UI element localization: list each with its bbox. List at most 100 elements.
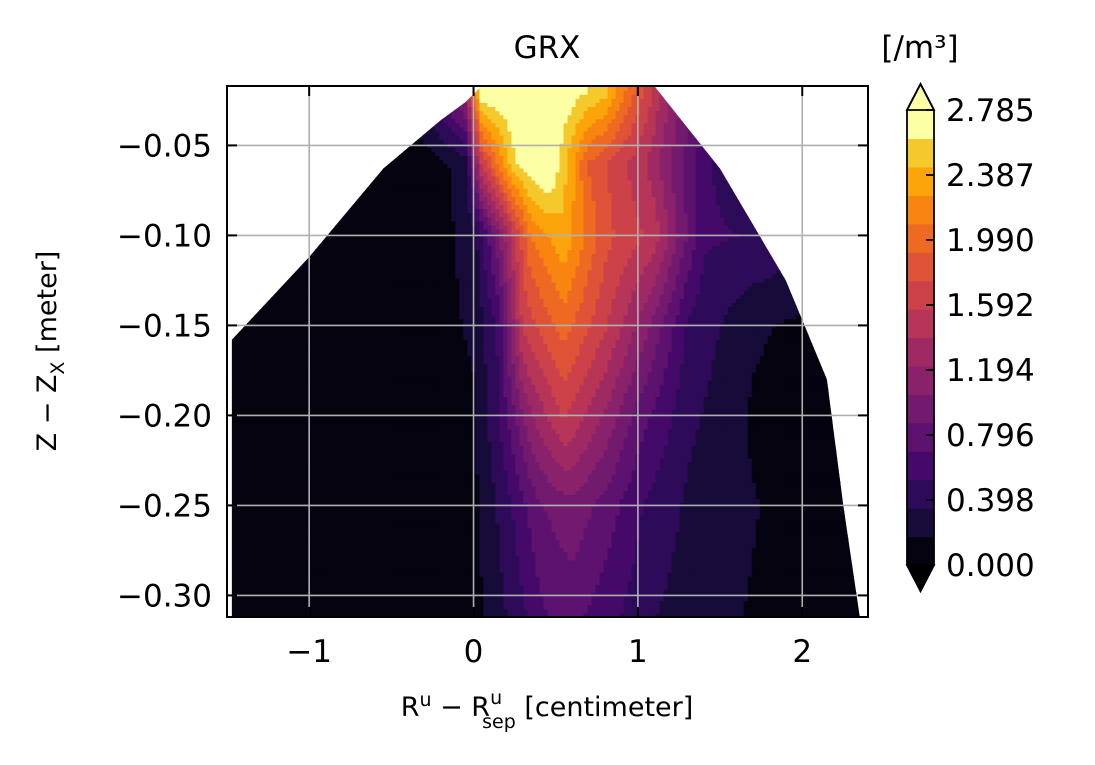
field-cell <box>371 151 376 157</box>
field-cell <box>371 441 376 447</box>
field-cell <box>299 490 304 496</box>
field-cell <box>375 380 380 385</box>
field-cell <box>311 604 316 610</box>
field-cell <box>299 171 304 177</box>
field-cell <box>367 445 372 451</box>
field-cell <box>231 600 236 606</box>
field-cell <box>335 184 340 189</box>
field-cell <box>291 392 296 398</box>
field-cell <box>319 441 324 447</box>
field-cell <box>263 339 268 344</box>
field-cell <box>311 359 316 365</box>
field-cell <box>271 175 276 181</box>
field-cell <box>315 596 320 602</box>
field-cell <box>259 539 264 545</box>
field-cell <box>327 339 332 344</box>
field-cell <box>271 261 276 267</box>
field-cell <box>275 371 280 377</box>
field-cell <box>379 555 384 561</box>
field-cell <box>371 494 376 500</box>
field-cell <box>235 449 240 455</box>
field-cell <box>359 392 364 398</box>
field-cell <box>375 527 380 532</box>
field-cell <box>235 314 240 320</box>
field-cell <box>367 94 372 99</box>
field-cell <box>339 429 344 434</box>
field-cell <box>311 527 316 532</box>
field-cell <box>247 425 252 430</box>
field-cell <box>279 449 284 455</box>
field-cell <box>335 510 340 516</box>
field-cell <box>263 604 268 610</box>
field-cell <box>231 486 236 491</box>
field-cell <box>263 167 268 173</box>
field-cell <box>327 474 332 479</box>
field-cell <box>323 608 328 614</box>
field-cell <box>275 518 280 524</box>
field-cell <box>275 257 280 263</box>
field-cell <box>235 298 240 304</box>
field-cell <box>351 408 356 414</box>
field-cell <box>367 220 372 226</box>
field-cell <box>239 139 244 144</box>
field-cell <box>275 408 280 414</box>
field-cell <box>331 347 336 353</box>
field-cell <box>331 539 336 545</box>
field-cell <box>347 249 352 255</box>
field-cell <box>367 363 372 369</box>
field-cell <box>235 343 240 349</box>
field-cell <box>291 474 296 479</box>
field-cell <box>247 318 252 324</box>
field-cell <box>287 286 292 291</box>
field-cell <box>335 429 340 434</box>
field-cell <box>311 420 316 426</box>
field-cell <box>303 384 308 389</box>
field-cell <box>335 171 340 177</box>
field-cell <box>235 200 240 206</box>
field-cell <box>291 147 296 152</box>
field-cell <box>287 469 292 475</box>
field-cell <box>243 567 248 573</box>
field-cell <box>355 518 360 524</box>
field-cell <box>295 188 300 193</box>
field-cell <box>267 331 272 336</box>
field-cell <box>283 396 288 402</box>
field-cell <box>287 318 292 324</box>
field-cell <box>279 102 284 108</box>
field-cell <box>343 269 348 275</box>
field-cell <box>347 469 352 475</box>
field-cell <box>271 114 276 120</box>
field-cell <box>339 355 344 361</box>
field-cell <box>287 224 292 230</box>
field-cell <box>263 208 268 214</box>
field-cell <box>319 179 324 185</box>
field-cell <box>299 523 304 528</box>
field-cell <box>359 118 364 124</box>
field-cell <box>247 474 252 479</box>
field-cell <box>315 490 320 496</box>
field-cell <box>351 200 356 206</box>
field-cell <box>319 147 324 152</box>
field-cell <box>299 453 304 459</box>
field-cell <box>231 110 236 116</box>
field-cell <box>343 151 348 157</box>
field-cell <box>267 208 272 214</box>
field-cell <box>263 543 268 549</box>
field-cell <box>267 228 272 234</box>
field-cell <box>339 359 344 365</box>
field-cell <box>339 392 344 398</box>
field-cell <box>279 241 284 246</box>
field-cell <box>331 290 336 295</box>
field-cell <box>231 130 236 136</box>
field-cell <box>275 384 280 389</box>
field-cell <box>359 453 364 459</box>
field-cell <box>319 326 324 332</box>
field-cell <box>355 535 360 540</box>
field-cell <box>291 486 296 491</box>
field-cell <box>267 437 272 442</box>
field-cell <box>331 167 336 173</box>
field-cell <box>271 269 276 275</box>
field-cell <box>291 106 296 112</box>
field-cell <box>323 135 328 140</box>
field-cell <box>347 139 352 144</box>
